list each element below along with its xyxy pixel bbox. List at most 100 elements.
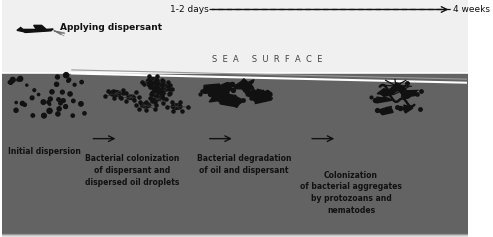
Point [136,95,143,99]
Point [122,99,130,103]
Point [132,91,140,94]
Point [145,83,153,87]
Point [146,96,154,100]
Point [414,92,422,96]
Point [55,98,63,101]
Point [46,109,54,113]
Point [78,80,86,84]
Point [162,97,170,100]
Circle shape [156,86,168,92]
Point [54,112,62,116]
Point [152,103,160,107]
Point [153,85,161,89]
Point [367,96,375,99]
Circle shape [127,95,136,100]
Point [40,114,48,118]
Point [151,107,159,111]
Point [158,83,166,87]
Circle shape [109,91,121,96]
Point [7,81,15,84]
Point [23,83,31,87]
Point [393,105,401,109]
Point [153,74,161,78]
Point [16,77,24,81]
Polygon shape [204,84,227,93]
Circle shape [154,97,161,101]
Point [142,108,150,112]
Point [158,78,166,82]
Point [149,81,157,85]
Point [117,96,125,100]
Point [251,97,259,100]
Point [165,92,173,96]
Point [152,87,160,91]
Point [417,89,425,93]
Circle shape [155,83,167,89]
Point [54,75,62,79]
Point [157,89,165,92]
Point [198,89,206,93]
Point [132,103,140,107]
Point [66,92,74,96]
Point [263,90,271,94]
Point [59,99,67,102]
Circle shape [141,103,151,108]
Point [233,99,241,102]
Point [416,107,424,111]
Point [168,87,176,91]
Point [159,79,167,83]
Point [145,74,153,78]
Text: 1-2 days: 1-2 days [170,5,209,14]
Point [159,96,167,100]
Circle shape [151,90,164,96]
Circle shape [146,78,159,84]
Point [136,107,143,111]
Point [206,92,214,96]
Point [28,96,36,100]
Point [12,101,20,105]
Point [35,93,42,96]
Text: Bacterial colonization
of dispersant and
dispersed oil droplets: Bacterial colonization of dispersant and… [85,154,179,187]
Point [101,95,109,98]
Polygon shape [391,83,406,91]
Point [217,100,225,104]
Point [164,84,172,88]
Point [145,79,153,83]
Point [9,78,17,82]
Circle shape [171,104,182,109]
Text: S  E  A     S  U  R  F  A  C  E: S E A S U R F A C E [212,55,322,64]
Point [158,94,166,98]
Polygon shape [246,93,273,104]
Point [130,98,138,102]
Point [166,91,174,95]
Polygon shape [234,79,254,91]
Point [70,99,77,103]
Text: Colonization
of bacterial aggregates
by protozoans and
nematodes: Colonization of bacterial aggregates by … [300,171,402,215]
Point [221,92,229,96]
Point [159,91,167,95]
Polygon shape [377,89,393,96]
Point [160,101,168,105]
Polygon shape [401,91,418,97]
Point [21,103,29,107]
Point [152,78,160,82]
Point [168,100,176,104]
Point [148,92,156,96]
Polygon shape [377,96,392,103]
Point [164,81,172,84]
Point [44,100,52,104]
Text: Bacterial degradation
of oil and dispersant: Bacterial degradation of oil and dispers… [197,154,291,175]
Point [148,97,156,101]
Point [139,80,146,83]
Point [176,100,184,104]
Text: 4 weeks: 4 weeks [454,5,491,14]
Point [14,78,22,82]
Point [65,78,73,82]
Point [151,100,159,104]
Point [401,94,409,98]
Point [221,98,229,101]
Point [158,83,166,87]
Polygon shape [401,105,413,113]
Point [141,100,149,104]
Point [387,90,394,94]
